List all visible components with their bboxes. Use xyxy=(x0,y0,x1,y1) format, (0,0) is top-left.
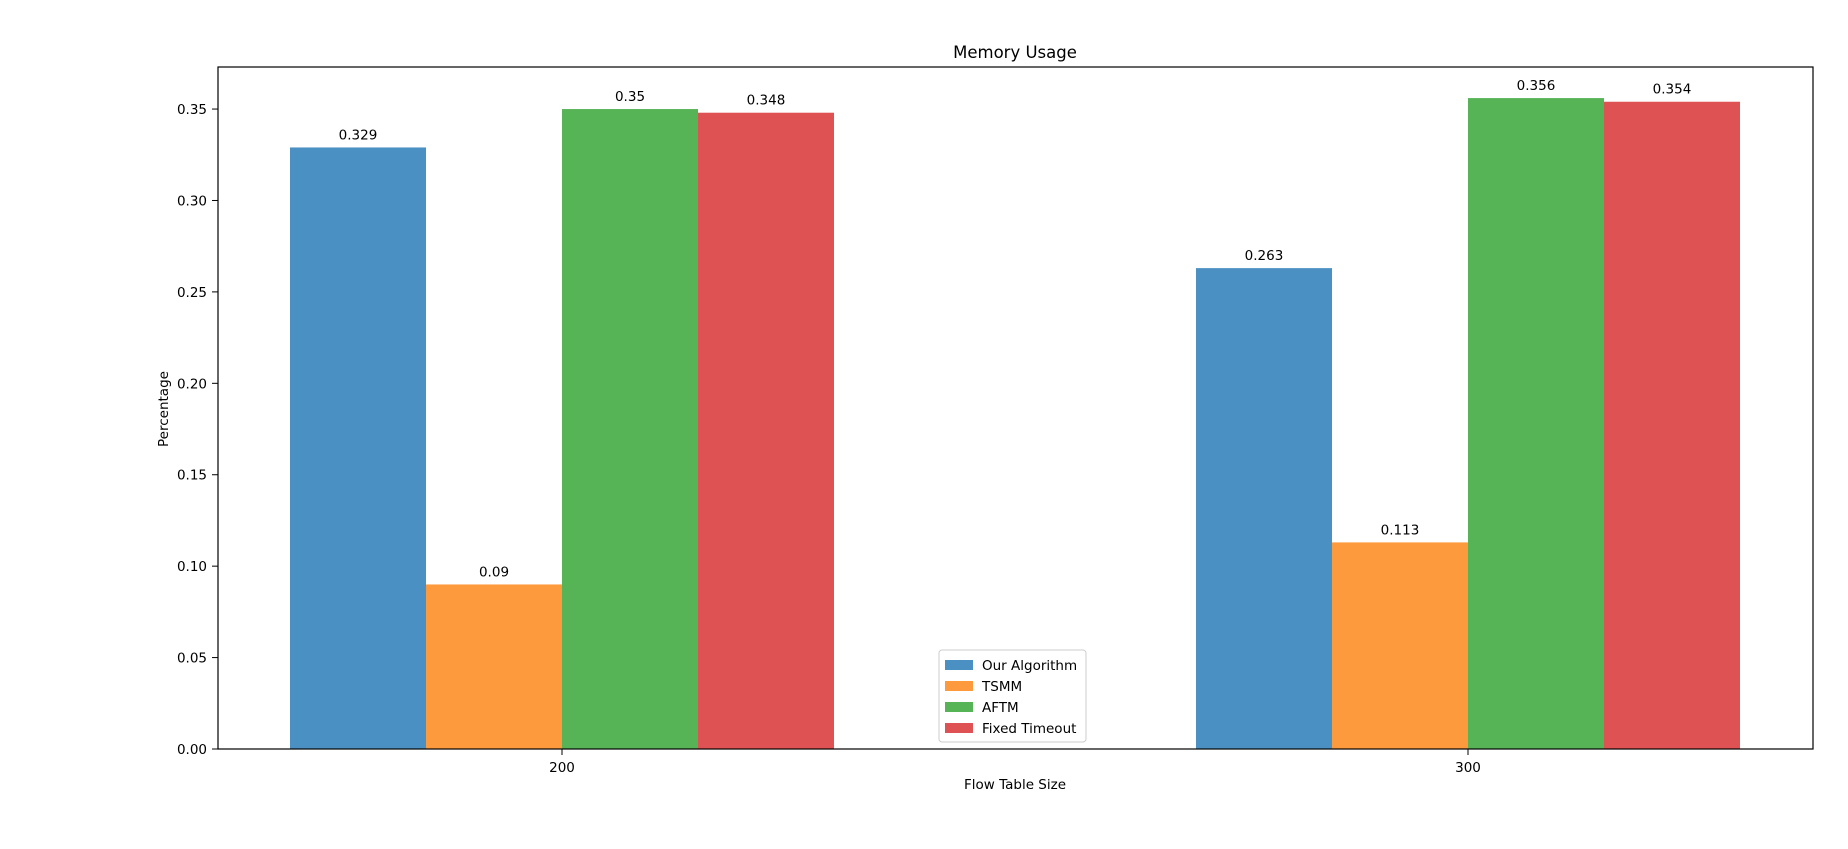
x-axis-label: Flow Table Size xyxy=(964,777,1066,793)
plot-frame xyxy=(217,66,1814,750)
y-tick-label: 0.00 xyxy=(177,742,207,758)
bar-our-algorithm-200 xyxy=(290,147,426,749)
y-tick-label: 0.15 xyxy=(177,468,207,484)
legend-swatch xyxy=(945,660,973,670)
y-tick-label: 0.20 xyxy=(177,376,207,392)
bar-labels-group: 0.329 0.263 0.09 0.113 0.35 0.356 0.348 0.354 xyxy=(339,78,1692,580)
y-axis: 0.00 0.05 0.10 0.15 0.20 0.25 0.30 0.35 xyxy=(177,102,218,758)
x-tick-label: 300 xyxy=(1455,760,1481,776)
legend-swatch xyxy=(945,681,973,691)
y-tick-label: 0.30 xyxy=(177,193,207,209)
bar-fixed-timeout-300 xyxy=(1604,101,1740,750)
y-tick-label: 0.10 xyxy=(177,559,207,575)
legend: Our Algorithm TSMM AFTM Fixed Timeout xyxy=(938,649,1087,743)
bar-value-label: 0.113 xyxy=(1381,522,1420,538)
legend-swatch xyxy=(945,702,973,712)
legend-box xyxy=(938,649,1087,743)
y-tick-label: 0.35 xyxy=(177,102,207,118)
bar-tsmm-200 xyxy=(426,584,562,749)
y-tick-label: 0.05 xyxy=(177,651,207,667)
bar-value-label: 0.354 xyxy=(1653,82,1692,98)
bar-value-label: 0.356 xyxy=(1517,78,1556,94)
bar-our-algorithm-300 xyxy=(1196,268,1332,749)
bar-value-label: 0.35 xyxy=(615,89,645,105)
chart-title: Memory Usage xyxy=(953,43,1077,62)
bar-value-label: 0.09 xyxy=(479,564,509,580)
legend-label: AFTM xyxy=(982,700,1019,716)
y-axis-label: Percentage xyxy=(156,371,172,447)
bar-fixed-timeout-200 xyxy=(698,112,834,750)
bar-aftm-200 xyxy=(562,109,698,750)
y-tick-label: 0.25 xyxy=(177,285,207,301)
bar-aftm-300 xyxy=(1468,98,1604,749)
bar-value-label: 0.348 xyxy=(747,93,786,109)
bar-value-label: 0.263 xyxy=(1245,248,1284,264)
x-tick-label: 200 xyxy=(549,760,575,776)
legend-label: Our Algorithm xyxy=(982,658,1077,674)
legend-swatch xyxy=(945,723,973,733)
x-axis: 200 300 xyxy=(549,749,1481,776)
legend-label: TSMM xyxy=(981,679,1022,695)
bar-tsmm-300 xyxy=(1332,542,1468,749)
legend-label: Fixed Timeout xyxy=(982,721,1076,737)
bars-group xyxy=(290,98,1740,750)
bar-value-label: 0.329 xyxy=(339,127,378,143)
